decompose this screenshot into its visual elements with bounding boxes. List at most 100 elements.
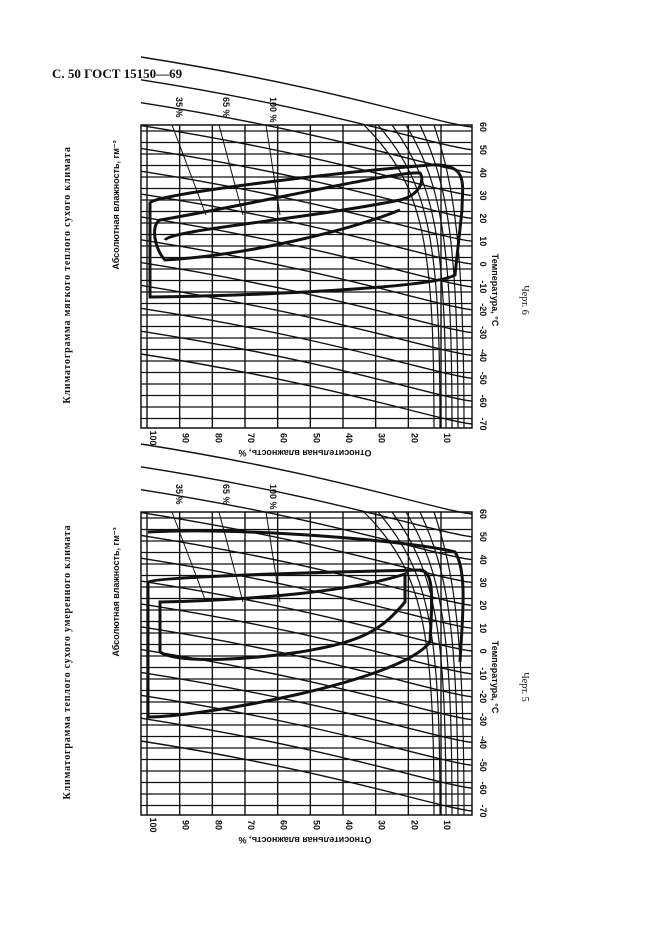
temp-tick-label: 20 (478, 600, 488, 610)
rh-tick-label: 90 (181, 433, 191, 443)
rh-tick-label: 50 (311, 433, 321, 443)
rh-tick-label: 70 (246, 820, 256, 830)
temp-tick-label: -60 (478, 782, 488, 795)
temp-tick-label: 50 (478, 532, 488, 542)
temp-tick-label: -40 (478, 349, 488, 362)
isotherm (140, 717, 473, 789)
isotherm (140, 102, 473, 174)
temp-tick-label: -40 (478, 736, 488, 749)
climate-envelope (148, 163, 465, 299)
rh-curve (391, 511, 447, 816)
isotherm (140, 603, 473, 675)
isotherm (140, 694, 473, 767)
rh-curve (363, 511, 435, 816)
page-header: С. 50 ГОСТ 15150—69 (52, 66, 183, 81)
rh-tick-label: 10 (442, 820, 452, 830)
temp-tick-label: -60 (478, 395, 488, 408)
rh-tick-label: 80 (213, 820, 223, 830)
rh-curve (405, 124, 453, 429)
rh-tick-label: 100 (148, 817, 158, 832)
rh-curve (419, 124, 459, 429)
figure-label: Черт. 5 (519, 672, 530, 701)
curve-label: 100 % (268, 97, 278, 123)
curve-label: 35 % (174, 97, 184, 118)
rh-curve (391, 124, 447, 429)
isotherm (140, 626, 473, 698)
temp-tick-label: 60 (478, 122, 488, 132)
temp-tick-label: -50 (478, 759, 488, 772)
curve-label: 100 % (268, 484, 278, 510)
rh-tick-label: 60 (279, 820, 289, 830)
temp-tick-label: -10 (478, 667, 488, 680)
temp-tick-label: -20 (478, 303, 488, 316)
temp-tick-label: 0 (478, 649, 488, 654)
rh-curve (433, 124, 465, 429)
temp-tick-label: 0 (478, 262, 488, 267)
leader-line (265, 124, 281, 216)
temp-axis-label: Температура, °C (490, 254, 500, 327)
climate-envelope (153, 171, 424, 262)
isotherm (140, 443, 473, 515)
temp-tick-label: -20 (478, 690, 488, 703)
leader-line (218, 511, 244, 603)
temp-tick-label: 50 (478, 145, 488, 155)
temp-tick-label: 40 (478, 555, 488, 565)
rh-tick-label: 90 (181, 820, 191, 830)
isotherm (140, 216, 473, 288)
temp-tick-label: -30 (478, 713, 488, 726)
temp-tick-label: 30 (478, 191, 488, 201)
temp-tick-label: -50 (478, 372, 488, 385)
temp-tick-label: 10 (478, 236, 488, 246)
curve-label: 35 % (174, 484, 184, 505)
rh-curve (377, 124, 441, 429)
rh-tick-label: 30 (377, 433, 387, 443)
curve-label: 65 % (221, 484, 231, 505)
rh-curve (377, 511, 441, 816)
rh-tick-label: 40 (344, 433, 354, 443)
isotherm (140, 56, 473, 128)
rh-curve (363, 124, 435, 429)
isotherm (140, 124, 473, 197)
isotherm (140, 489, 473, 561)
rh-curve (433, 511, 465, 816)
chart-frame (140, 511, 473, 816)
rh-curve (419, 511, 459, 816)
rh-tick-label: 100 (148, 430, 158, 445)
rh-curve (405, 511, 453, 816)
temp-tick-label: -10 (478, 280, 488, 293)
rh-tick-label: 60 (279, 433, 289, 443)
isotherm (140, 534, 473, 607)
temp-tick-label: 60 (478, 509, 488, 519)
leader-line (265, 511, 281, 603)
isotherm (140, 147, 473, 220)
rh-tick-label: 20 (409, 433, 419, 443)
isotherm (140, 671, 473, 744)
rh-tick-label: 70 (246, 433, 256, 443)
climate-envelope (147, 529, 465, 663)
rh-tick-label: 10 (442, 433, 452, 443)
temp-tick-label: 20 (478, 213, 488, 223)
temp-axis-label: Температура, °C (490, 641, 500, 714)
climatogram: 100 90 80 70 60 50 40 30 20 106050403020100-10-20… (62, 443, 530, 845)
isotherm (140, 307, 473, 380)
leader-line (218, 124, 244, 216)
isotherm (140, 239, 473, 311)
isotherm (140, 648, 473, 721)
chart-frame (140, 124, 473, 429)
climate-envelope (146, 568, 434, 719)
isotherm (140, 170, 473, 242)
rh-tick-label: 20 (409, 820, 419, 830)
figure-label: Черт. 6 (519, 285, 530, 314)
isotherm (140, 740, 473, 812)
temp-tick-label: -70 (478, 417, 488, 430)
isotherm (140, 330, 473, 402)
figure-caption: Климатограмма теплого сухого умеренного … (62, 525, 73, 800)
abs-humidity-label: Абсолютная влажность, гм⁻³ (111, 140, 121, 269)
temp-tick-label: -70 (478, 804, 488, 817)
rh-axis-label: Относительная влажность, % (239, 835, 372, 845)
rh-axis-label: Относительная влажность, % (239, 448, 372, 458)
isotherm (140, 557, 473, 629)
rh-tick-label: 80 (213, 433, 223, 443)
isotherm (140, 353, 473, 425)
